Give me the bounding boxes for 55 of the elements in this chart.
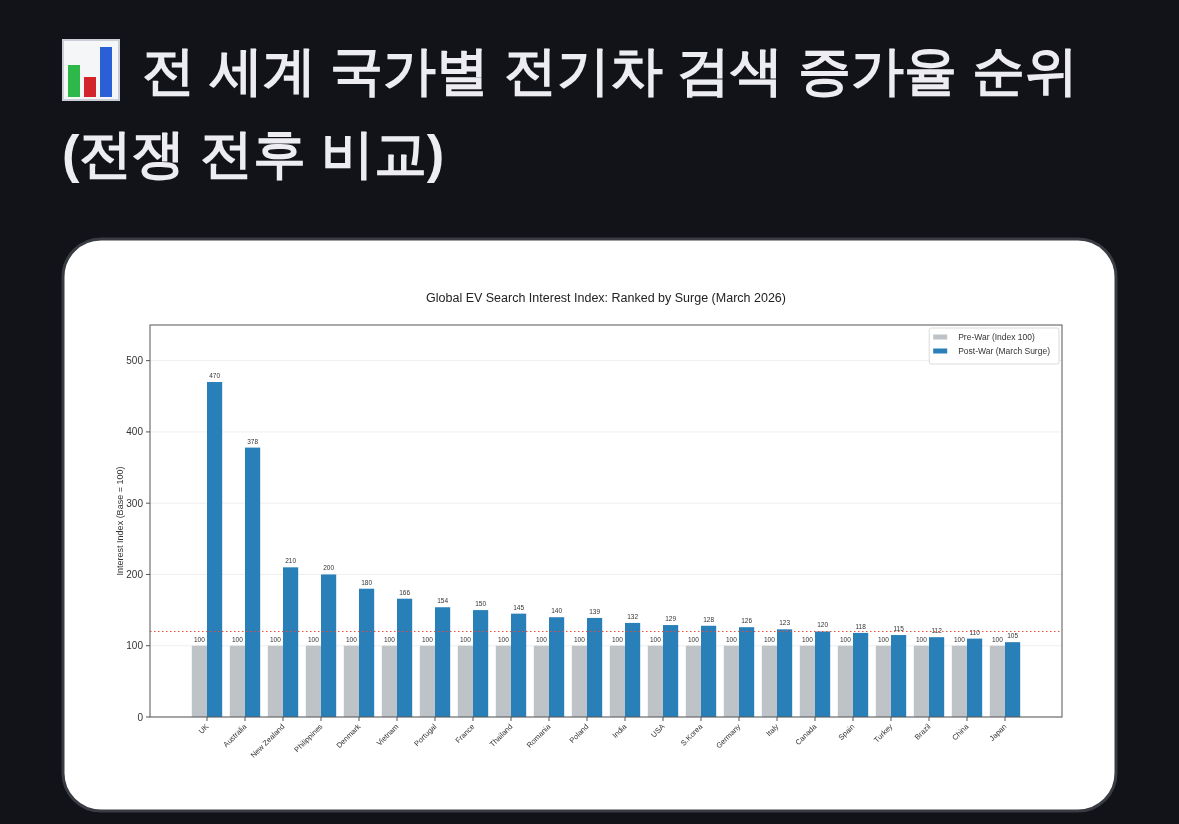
bar — [359, 588, 375, 717]
bar — [989, 645, 1005, 717]
bar — [701, 625, 717, 717]
bar — [913, 645, 929, 717]
bar — [951, 645, 967, 717]
bar — [647, 645, 663, 717]
bar — [419, 645, 435, 717]
chart-title: 전 세계 국가별 전기차 검색 증가율 순위 (전쟁 전후 비교) — [62, 41, 1078, 183]
y-axis-title: Interest Index (Base = 100) — [115, 466, 125, 576]
chart-subtitle: Global EV Search Interest Index: Ranked by Surge (March 2026) — [426, 291, 786, 305]
y-tick-label: 500 — [126, 355, 144, 367]
bar — [245, 447, 261, 717]
bar — [381, 645, 397, 717]
bar — [967, 638, 983, 717]
bar — [815, 631, 831, 717]
y-tick-label: 100 — [126, 640, 144, 652]
bar — [397, 598, 413, 717]
bar — [343, 645, 359, 717]
bar — [495, 645, 511, 717]
y-tick-label: 200 — [126, 568, 144, 580]
bar — [321, 574, 337, 717]
bar — [473, 610, 489, 717]
bar — [761, 645, 777, 717]
bar — [511, 613, 527, 717]
legend-label: Pre-War (Index 100) — [958, 332, 1036, 342]
y-tick-label: 400 — [126, 426, 144, 438]
bar — [777, 629, 793, 717]
bar — [457, 645, 473, 717]
bar — [587, 617, 603, 717]
bar — [799, 645, 815, 717]
bar — [191, 645, 207, 717]
bar — [207, 382, 223, 717]
bar — [663, 625, 679, 717]
bar — [229, 645, 245, 717]
y-tick-label: 0 — [137, 711, 144, 723]
bar — [549, 617, 565, 717]
bar — [891, 635, 907, 717]
bar — [267, 645, 283, 717]
bar — [305, 645, 321, 717]
legend-label: Post-War (March Surge) — [958, 346, 1051, 356]
bar — [283, 567, 299, 717]
bar — [571, 645, 587, 717]
bar — [929, 637, 945, 717]
bar — [853, 632, 869, 717]
bar — [533, 645, 549, 717]
bar — [837, 645, 853, 717]
bar — [1005, 642, 1021, 717]
bar — [739, 627, 755, 717]
y-tick-label: 300 — [126, 497, 144, 509]
bar — [625, 622, 641, 717]
bar — [609, 645, 625, 717]
bar — [875, 645, 891, 717]
bar — [435, 607, 451, 717]
bar — [685, 645, 701, 717]
bar — [723, 645, 739, 717]
